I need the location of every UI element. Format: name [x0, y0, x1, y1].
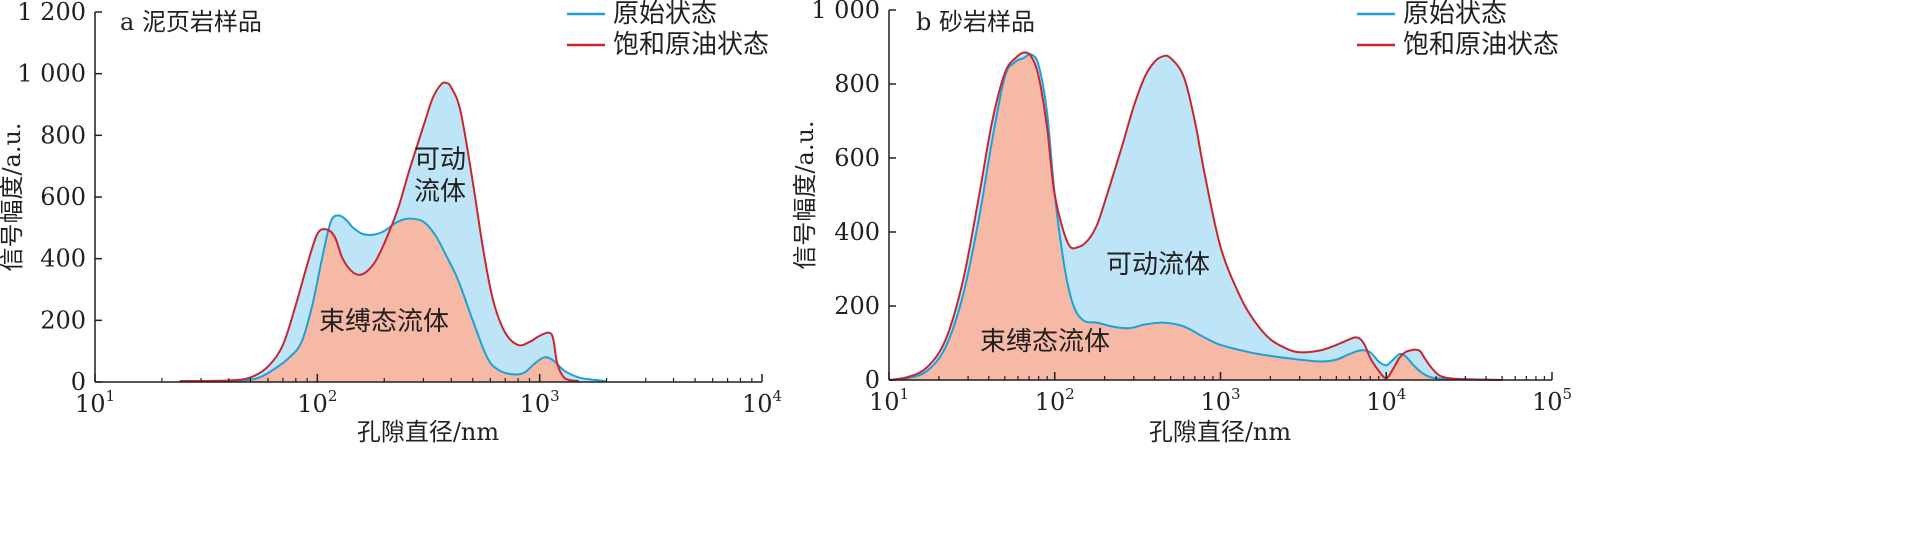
x-tick-base: 10 [869, 388, 900, 416]
x-tick-exponent: 4 [1397, 385, 1407, 403]
annotation-mobile-fluid: 可动 [414, 145, 466, 175]
x-tick-label: 102 [297, 387, 337, 418]
x-axis-label: 孔隙直径/nm [1149, 418, 1292, 446]
annotation-mobile-fluid: 可动流体 [1106, 250, 1210, 280]
x-tick-base: 10 [75, 390, 106, 418]
annotation-bound-fluid: 束缚态流体 [319, 307, 449, 337]
panel-label: a 泥页岩样品 [120, 8, 262, 36]
x-tick-exponent: 4 [773, 387, 783, 405]
y-tick-label: 1 000 [17, 60, 86, 88]
x-tick-exponent: 1 [106, 387, 116, 405]
y-tick-label: 0 [71, 368, 86, 396]
x-tick-exponent: 5 [1563, 385, 1573, 403]
y-tick-label: 400 [40, 245, 86, 273]
bound-fluid-area [179, 215, 579, 382]
x-tick-exponent: 2 [328, 387, 338, 405]
x-tick-base: 10 [1532, 388, 1563, 416]
x-tick-label: 103 [1200, 385, 1240, 416]
y-tick-label: 600 [834, 144, 880, 172]
series-line-original [888, 53, 1503, 381]
x-tick-label: 104 [1366, 385, 1406, 416]
legend-label: 饱和原油状态 [613, 30, 769, 60]
x-tick-base: 10 [297, 390, 328, 418]
y-tick-label: 800 [834, 70, 880, 98]
annotation-bound-fluid: 束缚态流体 [980, 327, 1110, 357]
legend-label: 原始状态 [613, 0, 717, 29]
y-tick-label: 200 [834, 292, 880, 320]
legend-label: 原始状态 [1403, 0, 1507, 29]
x-tick-exponent: 1 [900, 385, 910, 403]
x-tick-base: 10 [520, 390, 551, 418]
x-tick-label: 101 [75, 387, 115, 418]
bound-fluid-group [179, 215, 579, 382]
area-saturated-fill [179, 82, 579, 383]
x-tick-label: 103 [520, 387, 560, 418]
x-tick-exponent: 3 [550, 387, 560, 405]
x-tick-base: 10 [742, 390, 773, 418]
series-line-saturated [179, 81, 580, 383]
legend-label: 饱和原油状态 [1403, 30, 1559, 60]
x-tick-label: 101 [869, 385, 909, 416]
bound-fluid-area [889, 54, 1503, 380]
series-line-original [179, 214, 607, 383]
y-tick-label: 200 [40, 306, 86, 334]
x-tick-base: 10 [1035, 388, 1066, 416]
x-tick-base: 10 [1366, 388, 1397, 416]
y-tick-label: 800 [40, 121, 86, 149]
y-tick-label: 600 [40, 183, 86, 211]
x-tick-label: 104 [742, 387, 782, 418]
x-tick-base: 10 [1200, 388, 1231, 416]
x-tick-label: 105 [1532, 385, 1572, 416]
y-tick-label: 1 000 [811, 0, 880, 24]
y-tick-label: 400 [834, 218, 880, 246]
y-axis-label: 信号幅度/a.u. [791, 120, 819, 269]
y-tick-label: 1 200 [17, 0, 86, 26]
x-tick-label: 102 [1035, 385, 1075, 416]
x-axis-label: 孔隙直径/nm [357, 418, 500, 446]
annotation-mobile-fluid: 流体 [414, 177, 466, 207]
y-tick-label: 0 [865, 366, 880, 394]
bound-fluid-group [889, 54, 1503, 380]
panel-label: b 砂岩样品 [916, 8, 1035, 36]
y-axis-label: 信号幅度/a.u. [0, 122, 26, 271]
series-line-saturated [888, 51, 1503, 381]
x-tick-exponent: 3 [1231, 385, 1241, 403]
x-tick-exponent: 2 [1065, 385, 1075, 403]
